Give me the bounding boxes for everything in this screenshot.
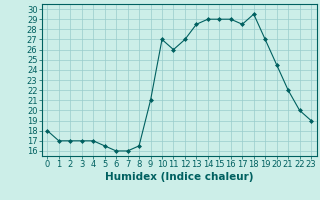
X-axis label: Humidex (Indice chaleur): Humidex (Indice chaleur) <box>105 172 253 182</box>
